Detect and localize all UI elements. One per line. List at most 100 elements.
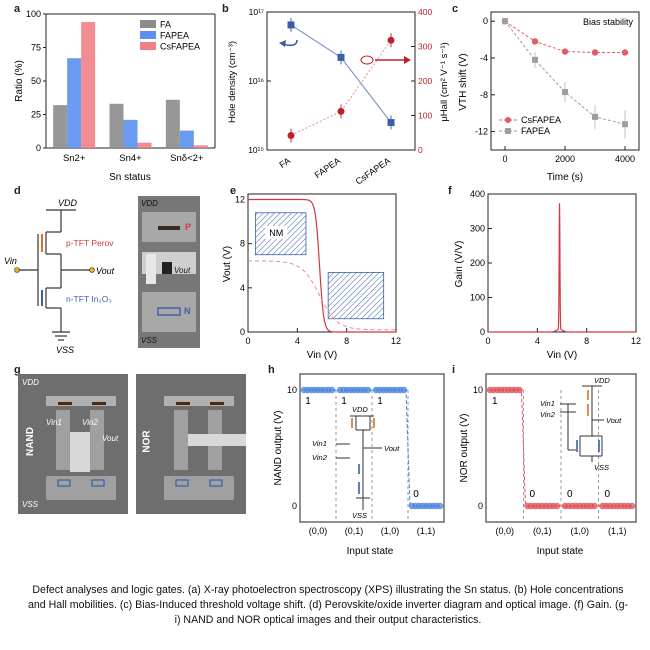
c-point-fapea (592, 113, 598, 120)
a-ytick-label: 100 (26, 9, 41, 19)
logic-xtick-label: (1,0) (570, 526, 589, 536)
logic-state-label: 1 (305, 396, 311, 407)
logic-ytick-label: 0 (292, 501, 297, 511)
f-ytick-label: 300 (470, 224, 485, 234)
chart-h-ylabel: NAND output (V) (273, 410, 284, 485)
schematic-vdd: VDD (58, 198, 78, 208)
logic-output-point (436, 502, 444, 510)
nor-inset-vin1: Vin1 (540, 399, 555, 408)
c-point-fapea (622, 121, 628, 128)
c-xtick-label: 0 (502, 154, 507, 164)
f-ytick-label: 100 (470, 293, 485, 303)
a-xtick-label: Sn4+ (119, 153, 142, 164)
e-ytick-label: 0 (240, 327, 245, 337)
e-vtc-curve (248, 198, 396, 333)
chart-h-frame (299, 373, 445, 523)
logic-state-label: 0 (604, 489, 610, 500)
a-xtick-label: Sn2+ (63, 153, 86, 164)
a-bar-csfapea (137, 142, 152, 148)
logic-state-label: 0 (413, 489, 419, 500)
nand-vdd: VDD (22, 378, 39, 387)
e-xtick-label: 12 (391, 336, 401, 346)
e-nm-label-bg (265, 226, 288, 240)
a-bar-fapea (123, 119, 138, 148)
logic-output-point (553, 502, 561, 510)
photo-vout: Vout (174, 266, 191, 275)
b-ytick-right-label: 0 (418, 145, 423, 155)
logic-state-label: 0 (529, 489, 535, 500)
f-ytick-label: 400 (470, 190, 485, 199)
a-legend-label: FAPEA (160, 31, 189, 41)
panel-label-e: e (230, 185, 237, 197)
chart-h-xlabel: Input state (347, 546, 394, 557)
b-ytick-left-label: 10¹⁷ (249, 8, 264, 17)
e-ytick-label: 8 (240, 239, 245, 249)
logic-output-point (400, 386, 408, 394)
f-xtick-label: 0 (485, 336, 490, 346)
chart-c: Bias stability 0 -4 -8 -12 0 2000 4000 CsFAPEA… (458, 11, 640, 183)
nand-inset-vss: VSS (352, 511, 367, 520)
chart-a-xlabel: Sn status (109, 172, 151, 183)
b-point-mobility (337, 107, 345, 115)
photo-vdd: VDD (141, 199, 158, 208)
c-legend-label: CsFAPEA (521, 115, 561, 125)
b-ytick-right-label: 200 (418, 76, 432, 86)
panel-label-i: i (452, 364, 456, 376)
b-point-hole-density (387, 119, 395, 127)
chart-e-frame (247, 193, 397, 333)
nand-vout: Vout (102, 434, 119, 443)
e-nm-low-box (327, 271, 385, 320)
a-ytick-label: 50 (31, 76, 41, 86)
c-legend-label: FAPEA (521, 126, 550, 136)
panel-label-c: c (452, 3, 459, 15)
nand-inset-vin1: Vin1 (312, 439, 327, 448)
c-ytick-label: -4 (480, 53, 488, 63)
logic-xtick-label: (1,0) (381, 526, 400, 536)
panel-label-g: g (14, 364, 21, 376)
inverter-schematic: VDD VSS Vin Vout p-TFT Perov n-TFT In₂O₃ (4, 198, 115, 355)
nor-inset-schematic-icon (560, 385, 604, 462)
chart-f-xlabel: Vin (V) (547, 350, 577, 361)
c-ytick-label: -12 (475, 127, 488, 137)
chart-c-ylabel: VTH shift (V) (458, 53, 469, 110)
a-legend-swatch (140, 42, 156, 50)
logic-xtick-label: (0,1) (345, 526, 364, 536)
logic-state-label: 1 (341, 396, 347, 407)
f-xtick-label: 8 (584, 336, 589, 346)
c-point-fapea (532, 56, 538, 63)
c-xtick-label: 2000 (555, 154, 575, 164)
nand-vin2: Vin2 (82, 418, 98, 427)
chart-a-ylabel: Ratio (%) (14, 60, 25, 102)
chart-i-frame (485, 373, 637, 523)
panel-label-d: d (14, 185, 21, 197)
a-ytick-label: 25 (31, 110, 41, 120)
nand-vss: VSS (22, 500, 39, 509)
vout-node-icon (89, 267, 95, 273)
a-xtick-label: Snδ<2+ (170, 153, 204, 164)
b-point-mobility (387, 36, 395, 44)
a-legend-swatch (140, 31, 156, 39)
nor-label: NOR (141, 430, 153, 453)
chart-e: 0 4 8 12 0 4 8 12 NM Vout (V) Vin (V) (222, 193, 401, 361)
schematic-ntft: n-TFT In₂O₃ (66, 294, 112, 304)
b-point-hole-density (337, 53, 345, 61)
f-ytick-label: 200 (470, 258, 485, 268)
panel-label-f: f (448, 185, 452, 197)
c-point-csfapea (531, 38, 539, 45)
e-xtick-label: 0 (245, 336, 250, 346)
nor-inset-vdd: VDD (594, 376, 610, 385)
mobility-ellipse-icon (360, 55, 374, 65)
a-bar-csfapea (81, 22, 96, 148)
f-xtick-label: 4 (535, 336, 540, 346)
chart-f-ylabel: Gain (V/V) (454, 241, 465, 288)
a-ytick-label: 0 (36, 143, 41, 153)
logic-output-point (628, 502, 636, 510)
chart-c-xlabel: Time (s) (547, 172, 583, 183)
logic-output-point (516, 386, 523, 394)
photo-vss: VSS (141, 336, 158, 345)
a-bar-fa (165, 99, 180, 148)
chart-c-title: Bias stability (583, 17, 634, 27)
chart-b-ylabel-left: Hole density (cm⁻³) (227, 41, 238, 123)
chart-f-frame (487, 193, 637, 333)
figure-caption: Defect analyses and logic gates. (a) X-r… (28, 584, 628, 626)
